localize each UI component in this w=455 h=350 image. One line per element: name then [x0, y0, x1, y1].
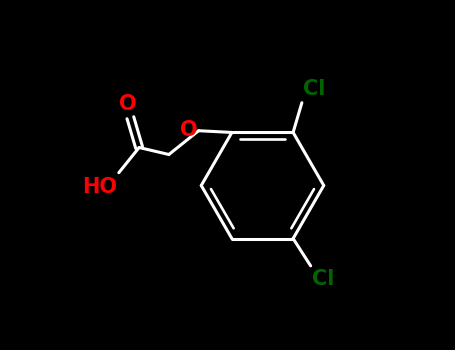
Text: Cl: Cl — [312, 270, 334, 289]
Text: O: O — [120, 93, 137, 113]
Text: HO: HO — [82, 177, 117, 197]
Text: O: O — [180, 120, 197, 140]
Text: Cl: Cl — [303, 79, 325, 99]
